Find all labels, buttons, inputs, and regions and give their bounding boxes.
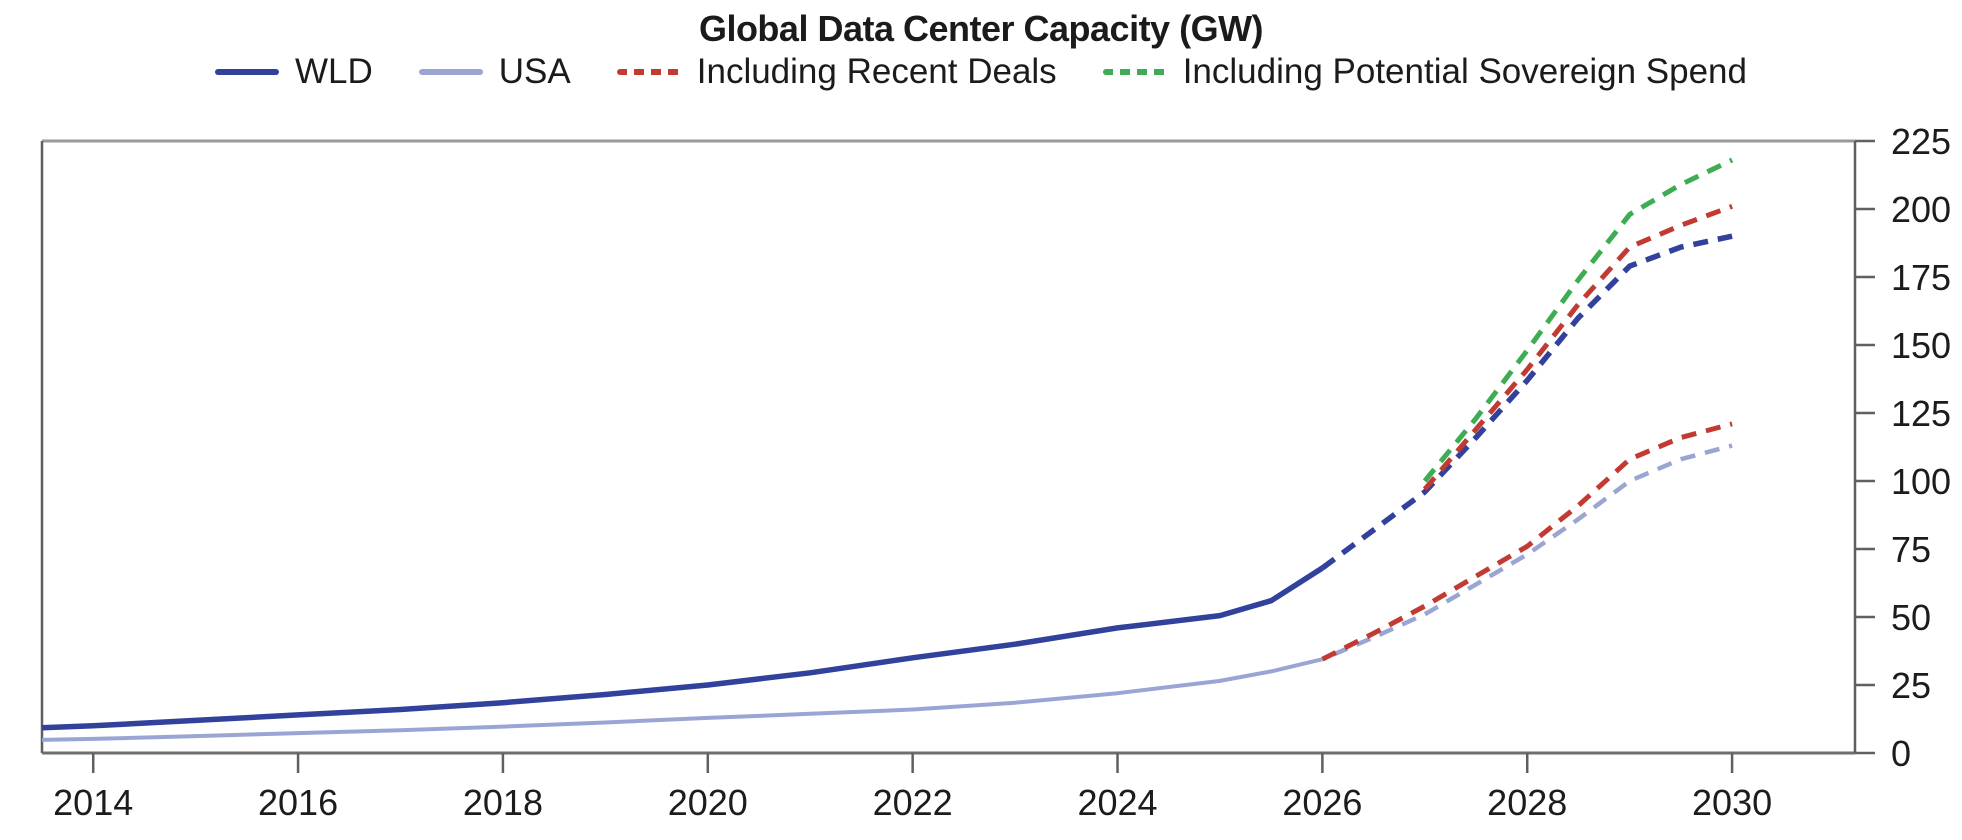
y-tick-label: 225 <box>1891 121 1951 162</box>
legend-label-recent-deals: Including Recent Deals <box>696 52 1057 91</box>
series-line-wld <box>41 565 1324 731</box>
y-tick-label: 75 <box>1891 529 1931 570</box>
y-tick-label: 175 <box>1891 257 1951 298</box>
x-tick-label: 2022 <box>873 782 953 823</box>
legend-swatch-wld <box>215 69 279 75</box>
x-tick-label: 2016 <box>258 782 338 823</box>
series-line-usa <box>41 657 1323 742</box>
x-tick-label: 2018 <box>463 782 543 823</box>
legend-swatch-usa <box>418 69 483 75</box>
series-line-wld-recent-deals <box>1422 203 1733 491</box>
series-line-wld-sovereign-spend <box>1422 157 1734 483</box>
series-line-usa-recent-deals <box>1321 421 1733 662</box>
x-tick-label: 2024 <box>1077 782 1157 823</box>
y-tick-label: 100 <box>1891 461 1951 502</box>
x-tick-label: 2030 <box>1692 782 1772 823</box>
legend-label-sovereign-spend: Including Potential Sovereign Spend <box>1182 52 1747 91</box>
legend-item-recent-deals: Including Recent Deals <box>616 52 1057 92</box>
series-line-wld-projection <box>1320 233 1733 571</box>
series-line-usa-projection <box>1321 443 1733 662</box>
chart-legend: WLD USA Including Recent Deals Including… <box>0 52 1962 92</box>
y-tick-label: 150 <box>1891 325 1951 366</box>
legend-item-wld: WLD <box>215 52 373 92</box>
y-tick-label: 125 <box>1891 393 1951 434</box>
x-tick-label: 2028 <box>1487 782 1567 823</box>
y-tick-label: 50 <box>1891 597 1931 638</box>
x-tick-label: 2026 <box>1282 782 1362 823</box>
y-tick-label: 0 <box>1891 733 1911 774</box>
legend-label-usa: USA <box>498 52 571 91</box>
legend-swatch-sovereign-spend <box>1102 69 1167 75</box>
legend-label-wld: WLD <box>295 52 373 91</box>
legend-swatch-recent-deals <box>616 69 681 75</box>
y-tick-label: 25 <box>1891 665 1931 706</box>
x-tick-label: 2020 <box>668 782 748 823</box>
chart-title: Global Data Center Capacity (GW) <box>698 8 1264 49</box>
legend-item-sovereign-spend: Including Potential Sovereign Spend <box>1102 52 1747 92</box>
legend-item-usa: USA <box>418 52 571 92</box>
y-tick-label: 200 <box>1891 189 1951 230</box>
x-tick-label: 2014 <box>53 782 133 823</box>
